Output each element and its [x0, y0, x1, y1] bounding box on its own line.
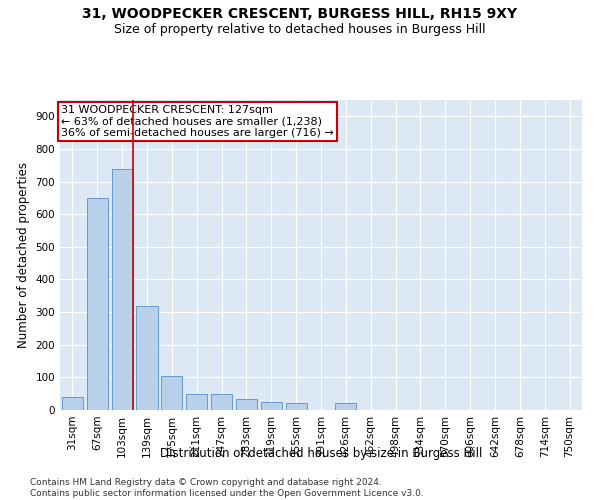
Bar: [211, 394, 232, 410]
Text: 31 WOODPECKER CRESCENT: 127sqm
← 63% of detached houses are smaller (1,238)
36% : 31 WOODPECKER CRESCENT: 127sqm ← 63% of …: [61, 105, 334, 138]
Text: 31, WOODPECKER CRESCENT, BURGESS HILL, RH15 9XY: 31, WOODPECKER CRESCENT, BURGESS HILL, R…: [82, 8, 518, 22]
Bar: [261, 402, 282, 410]
Text: Size of property relative to detached houses in Burgess Hill: Size of property relative to detached ho…: [114, 22, 486, 36]
Text: Distribution of detached houses by size in Burgess Hill: Distribution of detached houses by size …: [160, 448, 482, 460]
Y-axis label: Number of detached properties: Number of detached properties: [17, 162, 30, 348]
Text: Contains HM Land Registry data © Crown copyright and database right 2024.
Contai: Contains HM Land Registry data © Crown c…: [30, 478, 424, 498]
Bar: [87, 198, 108, 410]
Bar: [112, 168, 133, 410]
Bar: [136, 306, 158, 410]
Bar: [62, 397, 83, 410]
Bar: [236, 398, 257, 410]
Bar: [161, 376, 182, 410]
Bar: [286, 404, 307, 410]
Bar: [335, 404, 356, 410]
Bar: [186, 394, 207, 410]
